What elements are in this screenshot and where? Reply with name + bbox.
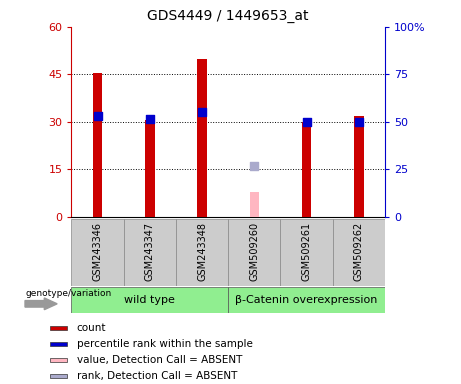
Text: count: count: [77, 323, 106, 333]
Text: GSM243346: GSM243346: [93, 222, 103, 281]
Text: GSM509262: GSM509262: [354, 222, 364, 281]
Bar: [124, 219, 176, 286]
Bar: [93, 73, 102, 217]
Bar: [50, 326, 67, 330]
Bar: [197, 59, 207, 217]
Bar: [354, 116, 364, 217]
FancyArrow shape: [25, 298, 57, 310]
Text: value, Detection Call = ABSENT: value, Detection Call = ABSENT: [77, 355, 242, 365]
Text: GSM243347: GSM243347: [145, 222, 155, 281]
Point: [251, 163, 258, 169]
Bar: [176, 219, 228, 286]
Point: [146, 116, 154, 122]
Bar: [280, 219, 333, 286]
Text: genotype/variation: genotype/variation: [25, 289, 111, 298]
Bar: [71, 287, 228, 313]
Text: wild type: wild type: [124, 295, 175, 305]
Bar: [228, 287, 385, 313]
Point: [94, 113, 101, 119]
Bar: [50, 342, 67, 346]
Text: rank, Detection Call = ABSENT: rank, Detection Call = ABSENT: [77, 371, 237, 381]
Bar: [50, 358, 67, 362]
Bar: [302, 122, 311, 217]
Bar: [50, 374, 67, 377]
Text: GSM509260: GSM509260: [249, 222, 260, 281]
Point: [303, 119, 310, 125]
Text: GSM243348: GSM243348: [197, 222, 207, 281]
Bar: [333, 219, 385, 286]
Point: [198, 109, 206, 116]
Title: GDS4449 / 1449653_at: GDS4449 / 1449653_at: [148, 9, 309, 23]
Point: [355, 119, 362, 125]
Bar: [71, 219, 124, 286]
Text: GSM509261: GSM509261: [301, 222, 312, 281]
Bar: [249, 192, 259, 217]
Bar: [145, 120, 154, 217]
Bar: [228, 219, 280, 286]
Text: percentile rank within the sample: percentile rank within the sample: [77, 339, 253, 349]
Text: β-Catenin overexpression: β-Catenin overexpression: [236, 295, 378, 305]
